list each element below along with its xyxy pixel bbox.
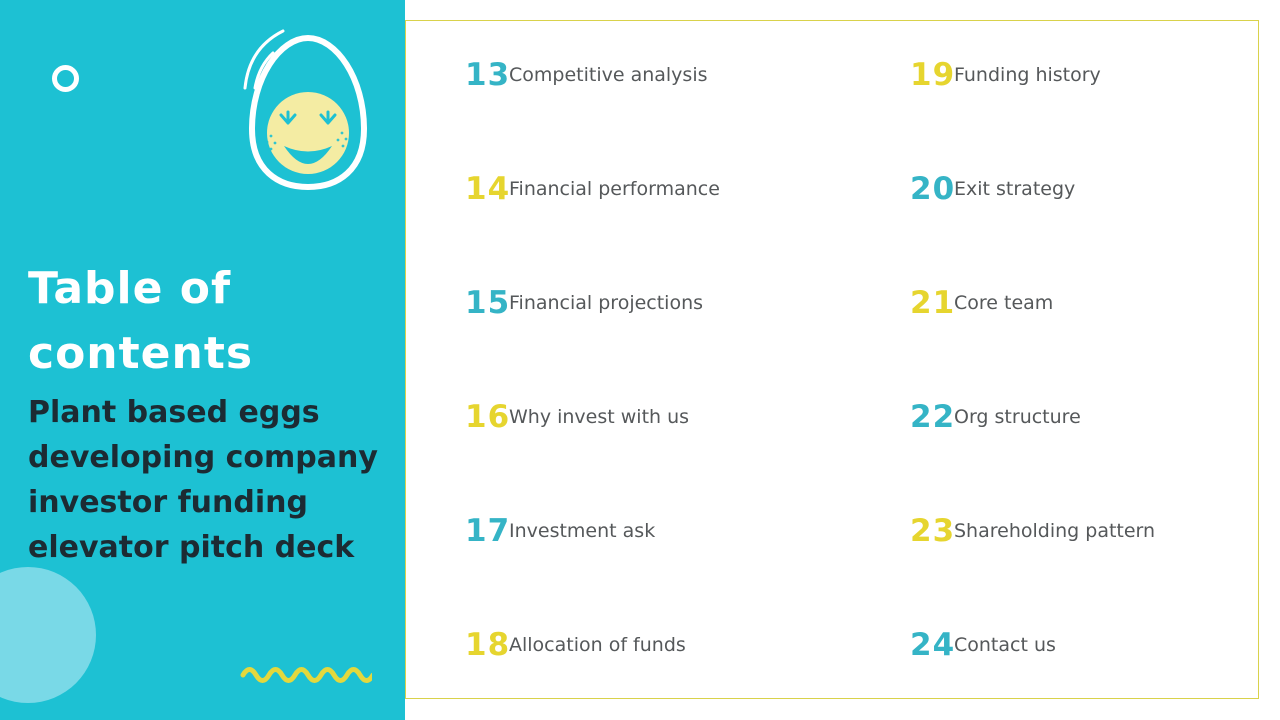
right-eye-icon <box>319 110 337 125</box>
circle-outline-decoration <box>52 65 79 92</box>
egg-mascot-icon <box>243 29 368 191</box>
toc-column-left: 13 Competitive analysis 14 Financial per… <box>465 57 885 663</box>
toc-item-label: Org structure <box>954 406 1081 428</box>
toc-item-13: 13 Competitive analysis <box>465 57 885 93</box>
toc-item-number: 17 <box>465 513 511 549</box>
toc-item-number: 13 <box>465 57 511 93</box>
toc-item-16: 16 Why invest with us <box>465 399 885 435</box>
toc-item-number: 14 <box>465 171 511 207</box>
circle-decoration <box>0 567 96 703</box>
toc-item-number: 18 <box>465 627 511 663</box>
toc-item-label: Why invest with us <box>509 406 690 428</box>
page-subtitle-line4: elevator pitch deck <box>28 530 355 565</box>
page-subtitle: Plant based eggs developing company inve… <box>28 390 398 570</box>
toc-item-label: Allocation of funds <box>509 634 686 656</box>
toc-column-right: 19 Funding history 20 Exit strategy 21 C… <box>910 57 1280 663</box>
smile-icon <box>284 146 332 164</box>
toc-item-label: Competitive analysis <box>509 64 708 86</box>
toc-item-number: 19 <box>910 57 956 93</box>
toc-item-label: Exit strategy <box>954 178 1076 200</box>
toc-item-number: 16 <box>465 399 511 435</box>
page-title: Table of contents <box>28 256 328 386</box>
toc-item-label: Funding history <box>954 64 1101 86</box>
page-subtitle-line3: investor funding <box>28 485 308 520</box>
toc-item-number: 24 <box>910 627 956 663</box>
toc-item-label: Financial projections <box>509 292 704 314</box>
toc-item-18: 18 Allocation of funds <box>465 627 885 663</box>
toc-item-label: Core team <box>954 292 1054 314</box>
toc-item-label: Contact us <box>954 634 1056 656</box>
toc-item-number: 21 <box>910 285 956 321</box>
page-title-line2: contents <box>28 328 254 379</box>
page-title-line1: Table of <box>28 263 232 314</box>
toc-item-label: Investment ask <box>509 520 656 542</box>
page-subtitle-line2: developing company <box>28 440 378 475</box>
freckles <box>265 131 348 151</box>
toc-item-14: 14 Financial performance <box>465 171 885 207</box>
toc-item-17: 17 Investment ask <box>465 513 885 549</box>
motion-line-inner <box>253 51 275 90</box>
toc-item-number: 15 <box>465 285 511 321</box>
page-subtitle-line1: Plant based eggs <box>28 395 320 430</box>
toc-item-label: Financial performance <box>509 178 720 200</box>
sidebar-panel: Table of contents Plant based eggs devel… <box>0 0 405 720</box>
toc-item-21: 21 Core team <box>910 285 1280 321</box>
left-eye-icon <box>279 110 297 125</box>
toc-item-number: 22 <box>910 399 956 435</box>
toc-item-24: 24 Contact us <box>910 627 1280 663</box>
egg-outline <box>248 34 368 191</box>
toc-item-number: 23 <box>910 513 956 549</box>
toc-item-20: 20 Exit strategy <box>910 171 1280 207</box>
toc-item-22: 22 Org structure <box>910 399 1280 435</box>
motion-line-outer <box>243 29 285 90</box>
squiggle-icon <box>240 667 372 683</box>
toc-item-label: Shareholding pattern <box>954 520 1156 542</box>
toc-item-19: 19 Funding history <box>910 57 1280 93</box>
toc-item-15: 15 Financial projections <box>465 285 885 321</box>
toc-item-23: 23 Shareholding pattern <box>910 513 1280 549</box>
toc-item-number: 20 <box>910 171 956 207</box>
